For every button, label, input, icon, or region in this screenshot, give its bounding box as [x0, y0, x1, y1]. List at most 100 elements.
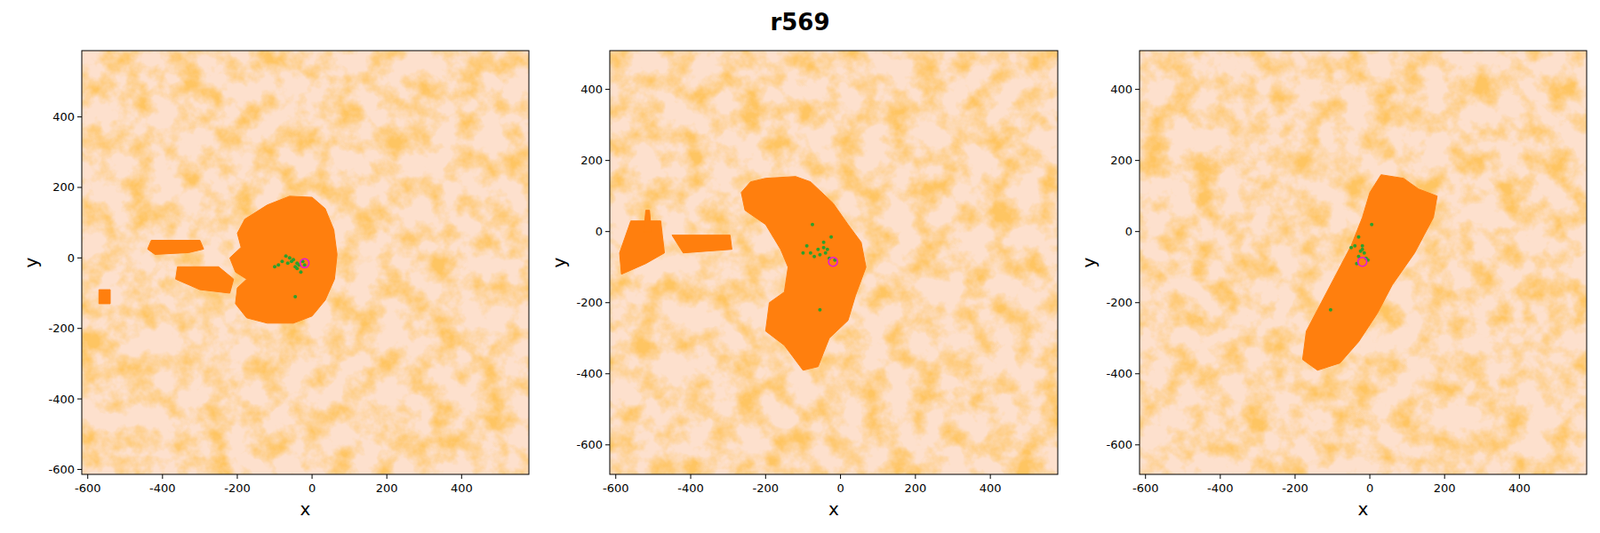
x-tick-label: 200 — [904, 481, 927, 496]
x-tick — [1219, 474, 1221, 480]
y-axis-label: y — [1078, 256, 1100, 268]
center-marker — [300, 258, 310, 268]
y-tick-label: -200 — [48, 321, 75, 336]
y-tick — [1135, 444, 1140, 446]
y-tick — [77, 116, 82, 118]
y-tick — [605, 231, 610, 232]
density-texture — [1139, 50, 1587, 475]
y-tick — [605, 160, 610, 161]
x-tick-label: -400 — [677, 481, 704, 496]
point — [298, 270, 303, 274]
x-tick — [690, 474, 692, 480]
point — [295, 261, 299, 265]
title: r569 — [769, 8, 830, 36]
x-tick — [990, 474, 992, 480]
point — [805, 244, 809, 248]
point — [810, 223, 815, 227]
point — [1328, 308, 1333, 312]
density-background — [1139, 50, 1587, 475]
point — [284, 254, 288, 258]
point — [816, 248, 820, 252]
y-tick — [77, 328, 82, 329]
x-tick — [615, 474, 616, 480]
x-tick-label: 200 — [1433, 481, 1456, 496]
point — [276, 263, 280, 267]
y-tick — [77, 186, 82, 188]
x-tick — [840, 474, 841, 480]
panel: -600-400-2000200400-600-400-2000200400xy — [1078, 50, 1587, 520]
background — [1139, 50, 1587, 475]
y-tick-label: 0 — [67, 251, 75, 265]
x-tick-label: -200 — [1281, 481, 1309, 496]
point — [824, 251, 828, 256]
point — [1349, 246, 1353, 250]
x-axis-label: x — [828, 498, 840, 520]
center-marker — [828, 257, 838, 267]
halo-region — [1302, 175, 1437, 371]
point — [291, 257, 296, 262]
y-tick — [1135, 88, 1140, 90]
y-tick-label: 400 — [52, 110, 75, 124]
x-tick — [87, 474, 88, 480]
x-tick-label: -400 — [149, 481, 176, 496]
point — [1360, 248, 1365, 252]
y-tick-label: -400 — [1105, 367, 1133, 381]
x-tick-label: -400 — [1207, 481, 1234, 496]
point — [812, 255, 816, 259]
y-tick — [1135, 231, 1140, 232]
x-tick-label: -200 — [224, 481, 251, 496]
panel: -600-400-2000200400-600-400-2000200400xy — [548, 50, 1058, 520]
density-background — [609, 50, 1058, 475]
x-axis-label: x — [1358, 498, 1369, 520]
x-tick-label: 400 — [1508, 481, 1531, 496]
x-tick — [914, 474, 916, 480]
x-tick — [1444, 474, 1446, 480]
y-tick-label: -600 — [576, 438, 603, 452]
x-tick — [236, 474, 238, 480]
x-tick — [765, 474, 767, 480]
y-tick-label: 200 — [52, 180, 75, 194]
center-marker — [1358, 257, 1368, 267]
y-tick-label: -400 — [48, 392, 75, 407]
point — [829, 235, 833, 240]
y-tick-label: -600 — [1105, 438, 1133, 452]
x-tick-label: -600 — [74, 481, 102, 496]
halo-region — [98, 196, 337, 324]
plot-area — [619, 176, 866, 371]
background — [81, 50, 529, 475]
x-axis-label: x — [300, 498, 312, 520]
x-tick-label: -200 — [752, 481, 780, 496]
x-tick-label: -600 — [1132, 481, 1160, 496]
y-tick — [77, 257, 82, 259]
y-tick-label: 200 — [580, 153, 603, 168]
y-tick-label: 200 — [1110, 153, 1133, 168]
point — [825, 248, 830, 252]
density-texture — [609, 50, 1058, 475]
background — [609, 50, 1058, 475]
x-tick-label: -600 — [602, 481, 630, 496]
point — [808, 251, 813, 256]
figure: -600 -400 -200 0 200 400 -600 -400 -200 0 200 400 x y… — [0, 0, 1600, 533]
y-tick — [77, 469, 82, 471]
x-tick-label: 0 — [308, 481, 316, 496]
y-tick — [605, 88, 610, 90]
point — [1360, 244, 1365, 248]
y-tick-label: 400 — [1110, 82, 1133, 96]
point — [272, 264, 277, 269]
x-tick — [1519, 474, 1520, 480]
y-tick — [1135, 302, 1140, 304]
point — [1352, 244, 1357, 248]
x-tick — [1369, 474, 1371, 480]
y-tick-label: -200 — [1105, 296, 1133, 310]
point — [293, 295, 297, 299]
x-tick-label: 400 — [979, 481, 1002, 496]
y-tick-label: 400 — [580, 82, 603, 96]
y-tick — [605, 444, 610, 446]
point — [1356, 235, 1360, 240]
x-tick — [1144, 474, 1146, 480]
y-tick — [1135, 160, 1140, 161]
y-tick — [77, 399, 82, 400]
plot-area — [98, 196, 337, 324]
point — [817, 308, 822, 312]
frame — [1139, 50, 1587, 475]
